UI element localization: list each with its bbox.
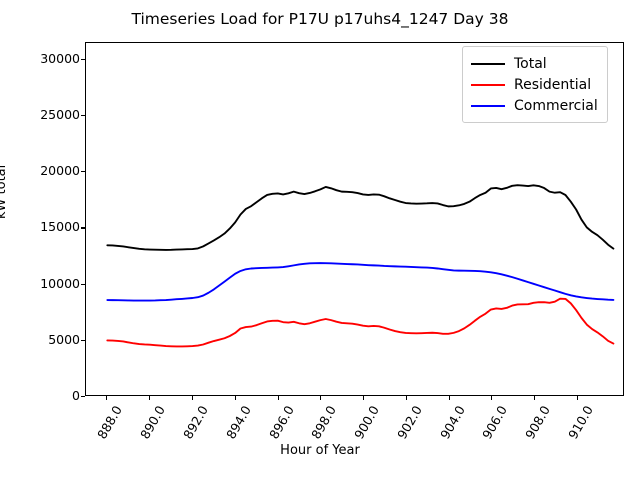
x-tick-mark xyxy=(149,396,151,400)
y-tick-label: 0 xyxy=(72,388,80,403)
legend-label-residential: Residential xyxy=(514,76,592,93)
legend-swatch-commercial xyxy=(471,104,505,107)
chart-title: Timeseries Load for P17U p17uhs4_1247 Da… xyxy=(131,10,509,28)
series-line-total xyxy=(106,184,615,251)
y-tick-label: 25000 xyxy=(40,107,80,123)
x-tick-mark xyxy=(491,396,493,400)
plot-lines xyxy=(106,184,615,348)
y-tick-mark xyxy=(81,396,85,398)
x-tick-mark xyxy=(277,396,279,400)
y-axis-label: kW total xyxy=(0,164,9,219)
x-tick-mark xyxy=(234,396,236,400)
x-tick-mark xyxy=(363,396,365,400)
legend-swatch-total xyxy=(471,62,505,65)
y-tick-mark xyxy=(81,58,85,60)
legend-entry-commercial: Commercial xyxy=(471,95,598,116)
y-tick-mark xyxy=(81,171,85,173)
series-line-residential xyxy=(106,297,615,348)
legend-entry-total: Total xyxy=(471,53,598,74)
x-tick-mark xyxy=(576,396,579,400)
x-tick-mark xyxy=(106,396,108,400)
x-tick-mark xyxy=(405,396,407,400)
x-tick-mark xyxy=(534,396,536,400)
x-tick-mark xyxy=(191,396,194,400)
y-tick-mark xyxy=(81,283,85,285)
y-tick-mark xyxy=(81,227,85,229)
y-tick-label: 30000 xyxy=(40,50,80,66)
y-tick-label: 20000 xyxy=(40,163,80,179)
legend-label-total: Total xyxy=(514,55,547,72)
x-axis-label: Hour of Year xyxy=(280,443,360,458)
y-tick-label: 5000 xyxy=(48,331,80,347)
y-tick-mark xyxy=(81,339,85,341)
legend-entry-residential: Residential xyxy=(471,74,598,95)
legend-swatch-residential xyxy=(471,83,505,86)
x-tick-mark xyxy=(320,396,322,400)
chart-legend: Total Residential Commercial xyxy=(462,46,608,123)
legend-label-commercial: Commercial xyxy=(514,97,598,114)
series-line-commercial xyxy=(106,262,615,302)
x-tick-mark xyxy=(448,396,450,400)
y-tick-mark xyxy=(81,115,85,117)
y-tick-label: 10000 xyxy=(40,275,80,291)
y-tick-label: 15000 xyxy=(40,219,80,235)
